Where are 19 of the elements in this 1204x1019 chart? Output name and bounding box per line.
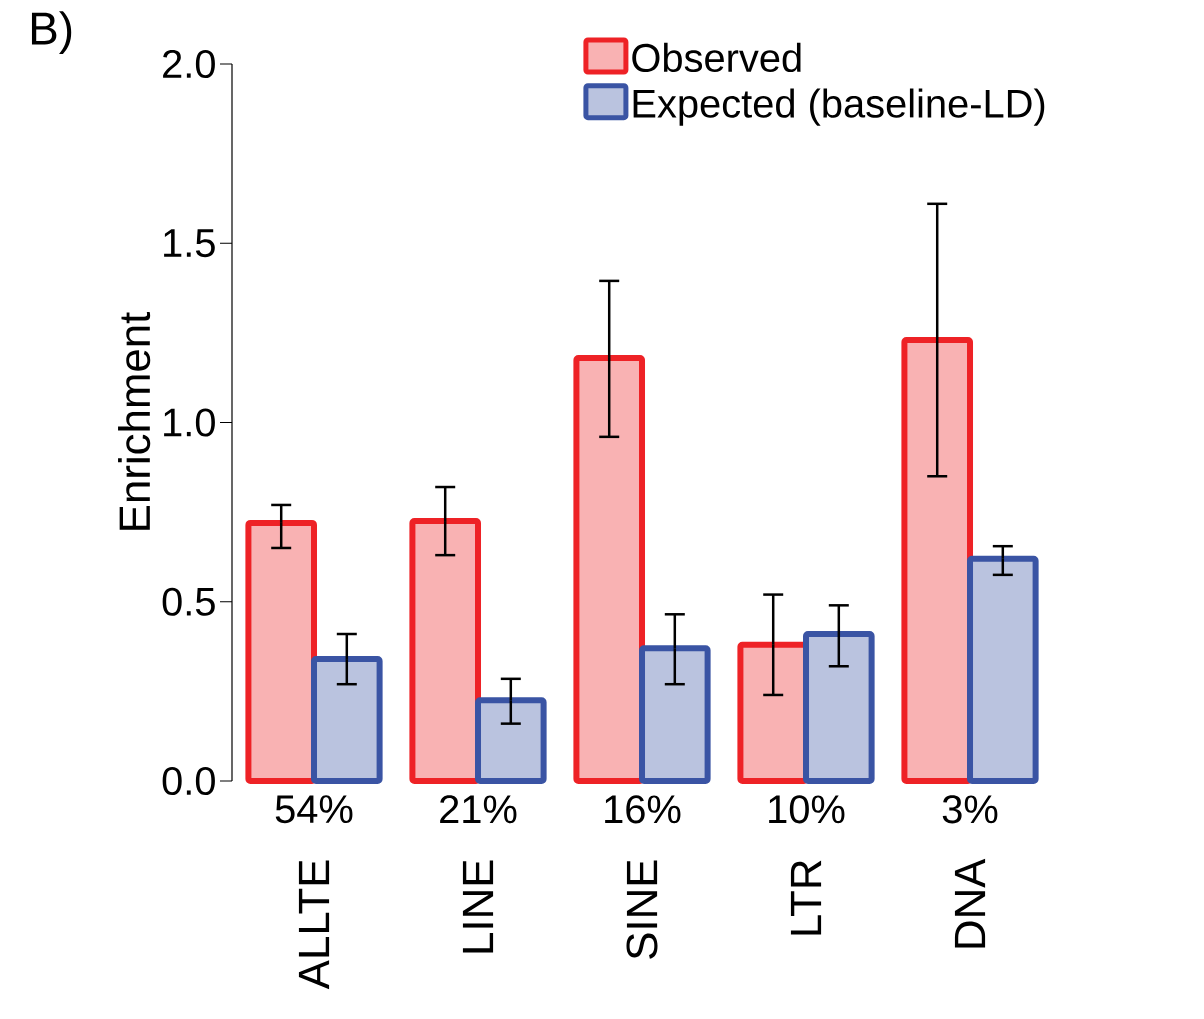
legend-label: Observed [632, 42, 801, 73]
text: 3% [942, 795, 998, 824]
x-tick-label: DNA [954, 858, 986, 948]
y-tick-label: 0.0 [162, 766, 215, 796]
y-tick-label: 1.5 [164, 229, 215, 258]
y-tick-label: 2.0 [163, 49, 215, 79]
text: 16% [605, 795, 681, 824]
text: B) [31, 11, 72, 54]
text: 10% [769, 795, 845, 824]
x-tick-label: LTR [790, 860, 822, 935]
x-tick-label: LINE [462, 860, 494, 953]
y-axis-title: Enrichment [118, 312, 151, 530]
text: 21% [440, 795, 517, 824]
legend-label: Expected (baseline-LD) [633, 88, 1045, 126]
text: 54% [275, 795, 353, 824]
x-tick-label: ALLTE [298, 860, 330, 990]
y-tick-label: 0.5 [162, 587, 215, 616]
x-tick-label: SINE [626, 860, 658, 959]
y-tick-label: 1.0 [164, 408, 215, 437]
